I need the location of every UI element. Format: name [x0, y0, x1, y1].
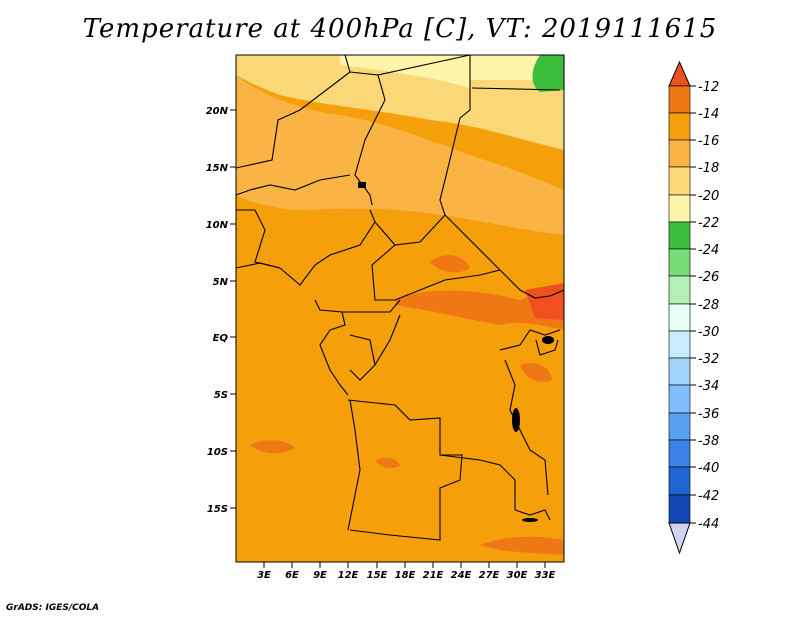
colorbar-segment [668, 412, 691, 441]
colorbar-segment [668, 357, 691, 386]
lon-label: 6E [285, 570, 299, 581]
colorbar-label: -34 [698, 379, 719, 394]
colorbar-label: -30 [698, 325, 719, 340]
lakes [358, 182, 554, 522]
colorbar-label: -40 [698, 461, 719, 476]
colorbar-segment [668, 303, 691, 332]
colorbar-label: -42 [698, 489, 719, 504]
lon-label: 30E [507, 570, 528, 581]
colorbar-segment [668, 221, 691, 250]
lon-label: 9E [313, 570, 327, 581]
warm-patch [250, 440, 295, 454]
colorbar-bottom-arrow [668, 522, 691, 555]
lat-label: EQ [213, 333, 229, 344]
colorbar-segment [668, 139, 691, 168]
hot-patch [525, 283, 564, 320]
lat-label: 10N [206, 220, 229, 231]
colorbar-label: -44 [698, 517, 719, 532]
colorbar-segment [668, 166, 691, 196]
colorbar-segment [668, 439, 691, 468]
credit-text: GrADS: IGES/COLA [6, 603, 100, 613]
colorbar-label: -22 [698, 216, 719, 231]
colorbar-segment [668, 494, 691, 524]
warm-patch [395, 285, 564, 330]
map-plot-area [235, 54, 565, 563]
lon-label: 18E [395, 570, 416, 581]
lat-label: 10S [207, 447, 228, 458]
map-title: Temperature at 400hPa [C], VT: 201911161… [82, 14, 718, 44]
lat-label: 5N [213, 277, 229, 288]
colorbar-segment [668, 330, 691, 359]
map-frame [235, 54, 565, 563]
lon-label: 15E [367, 570, 388, 581]
colorbar-label: -14 [698, 107, 719, 122]
colorbar-label: -38 [698, 434, 719, 449]
field-band-east [470, 80, 564, 140]
warm-patch [480, 536, 564, 555]
colorbar-segment [668, 466, 691, 496]
colorbar-segment [668, 85, 691, 114]
latitude-axis: 20N 15N 10N 5N EQ 5S 10S 15S [206, 106, 236, 515]
colorbar-segment [668, 112, 691, 141]
lat-label: 20N [206, 106, 229, 117]
field-band--22 [532, 55, 564, 92]
colorbar-label: -20 [698, 189, 719, 204]
lon-label: 3E [257, 570, 271, 581]
colorbar-segment [668, 384, 691, 414]
colorbar-top-arrow [668, 60, 691, 87]
colorbar-segment [668, 248, 691, 277]
lon-label: 12E [338, 570, 359, 581]
lat-label: 5S [214, 390, 228, 401]
warm-patch [375, 457, 400, 468]
colorbar-label: -24 [698, 243, 719, 258]
colorbar-label: -32 [698, 352, 719, 367]
colorbar-ticks [690, 85, 696, 524]
field-band--16 [236, 75, 564, 235]
colorbar-segment [668, 194, 691, 223]
colorbar-label: -26 [698, 270, 719, 285]
lat-label: 15S [207, 504, 228, 515]
lat-label: 15N [206, 163, 229, 174]
longitude-axis: 3E 6E 9E 12E 15E 18E 21E 24E 27E 30E 33E [257, 562, 556, 581]
colorbar-label: -12 [698, 80, 719, 95]
country-borders [235, 54, 565, 541]
colorbar-label: -36 [698, 407, 719, 422]
lon-label: 33E [535, 570, 556, 581]
colorbar: -12 -14 -16 -18 -20 -22 -24 -26 -28 -30 … [668, 60, 719, 555]
lon-label: 24E [451, 570, 472, 581]
lon-label: 21E [423, 570, 444, 581]
lon-label: 27E [479, 570, 500, 581]
warm-patch [430, 255, 470, 273]
colorbar-label: -28 [698, 298, 719, 313]
colorbar-label: -18 [698, 161, 719, 176]
colorbar-segment [668, 275, 691, 305]
colorbar-label: -16 [698, 134, 719, 149]
warm-patch [520, 363, 552, 382]
